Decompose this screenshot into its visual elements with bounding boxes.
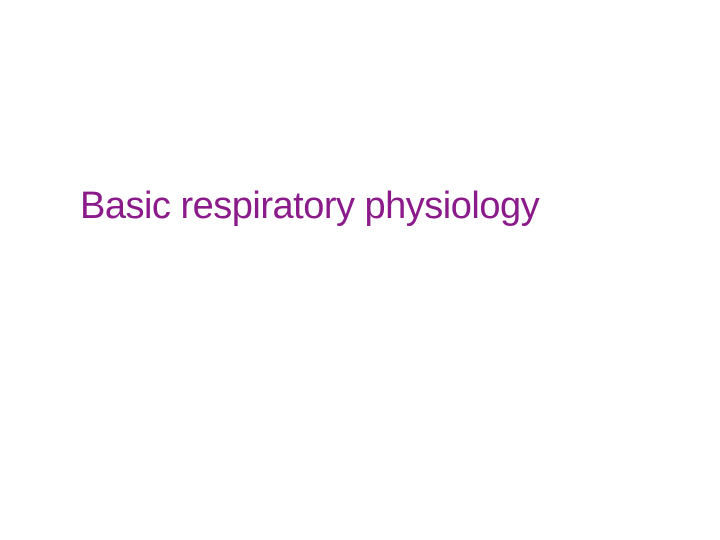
- slide-container: Basic respiratory physiology: [0, 0, 720, 540]
- slide-title: Basic respiratory physiology: [80, 185, 539, 228]
